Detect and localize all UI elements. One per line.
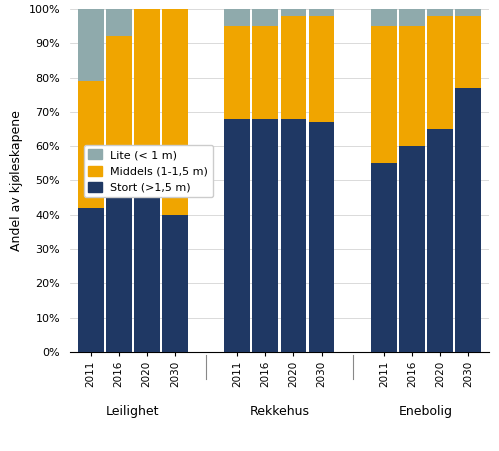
Bar <box>106 198 132 352</box>
Text: Rekkehus: Rekkehus <box>250 405 309 418</box>
Bar <box>106 9 132 37</box>
Legend: Lite (< 1 m), Middels (1-1,5 m), Stort (>1,5 m): Lite (< 1 m), Middels (1-1,5 m), Stort (… <box>84 145 213 197</box>
Bar <box>456 9 481 16</box>
Bar <box>456 88 481 352</box>
Bar <box>427 9 453 16</box>
Bar <box>399 26 425 146</box>
Bar <box>252 26 278 119</box>
Bar <box>78 208 103 352</box>
Bar <box>399 146 425 352</box>
Bar <box>371 26 397 163</box>
Bar <box>252 9 278 26</box>
Bar <box>427 16 453 129</box>
Bar <box>78 9 103 81</box>
Bar <box>456 16 481 88</box>
Bar <box>225 9 250 26</box>
Bar <box>280 16 306 119</box>
Bar <box>308 9 334 16</box>
Bar <box>308 122 334 352</box>
Text: Leilighet: Leilighet <box>106 405 159 418</box>
Bar <box>78 81 103 208</box>
Bar <box>162 215 188 352</box>
Bar <box>371 163 397 352</box>
Bar <box>280 119 306 352</box>
Bar <box>399 9 425 26</box>
Bar <box>225 26 250 119</box>
Bar <box>252 119 278 352</box>
Bar <box>225 119 250 352</box>
Y-axis label: Andel av kjøleskapene: Andel av kjøleskapene <box>10 110 23 251</box>
Bar <box>280 9 306 16</box>
Bar <box>162 9 188 215</box>
Bar <box>134 9 160 198</box>
Bar <box>308 16 334 122</box>
Bar <box>134 198 160 352</box>
Bar <box>106 37 132 198</box>
Bar <box>371 9 397 26</box>
Text: Enebolig: Enebolig <box>399 405 453 418</box>
Bar <box>427 129 453 352</box>
